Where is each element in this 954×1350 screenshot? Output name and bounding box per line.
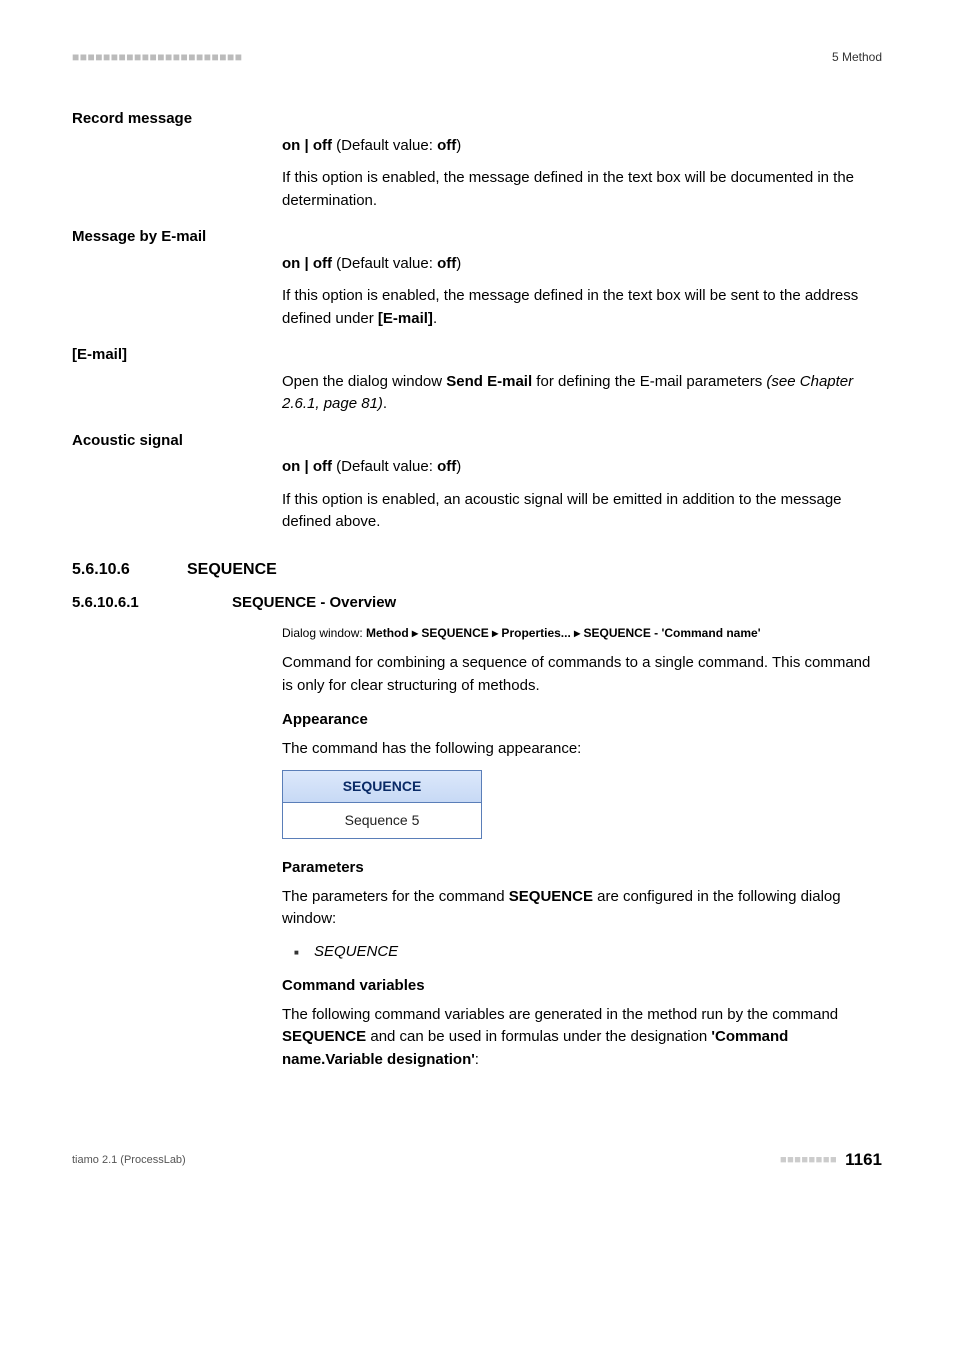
cmd-vars-body-2: and can be used in formulas under the de… [366, 1028, 711, 1045]
message-by-email-suffix: ) [456, 255, 461, 272]
record-message-default: off [437, 137, 456, 154]
dialog-path: Method ▸ SEQUENCE ▸ Properties... ▸ SEQU… [366, 626, 761, 640]
sequence-body: Command for combining a sequence of comm… [282, 652, 882, 697]
record-message-body: If this option is enabled, the message d… [282, 167, 882, 212]
dialog-window-text: Dialog window: Method ▸ SEQUENCE ▸ Prope… [282, 624, 882, 642]
appearance-heading: Appearance [282, 709, 882, 732]
message-by-email-body: If this option is enabled, the message d… [282, 285, 882, 330]
email-body-2: for defining the E-mail parameters [532, 373, 766, 390]
sequence-box-header: SEQUENCE [283, 771, 481, 803]
message-by-email-body-1: If this option is enabled, the message d… [282, 287, 858, 327]
acoustic-onoff: on | off [282, 458, 332, 475]
cmd-vars-bold1: SEQUENCE [282, 1028, 366, 1045]
header-dashes: ■■■■■■■■■■■■■■■■■■■■■■ [72, 48, 242, 66]
email-body-1: Open the dialog window [282, 373, 446, 390]
record-message-mid: (Default value: [332, 137, 437, 154]
email-body: Open the dialog window Send E-mail for d… [282, 371, 882, 416]
parameters-body: The parameters for the command SEQUENCE … [282, 886, 882, 931]
page-header: ■■■■■■■■■■■■■■■■■■■■■■ 5 Method [72, 48, 882, 66]
record-message-onoff: on | off [282, 137, 332, 154]
email-body-3: . [383, 395, 387, 412]
message-by-email-label: Message by E-mail [72, 226, 882, 249]
acoustic-body: If this option is enabled, an acoustic s… [282, 489, 882, 534]
message-by-email-default: off [437, 255, 456, 272]
appearance-body: The command has the following appearance… [282, 738, 882, 761]
parameters-body-1: The parameters for the command [282, 888, 509, 905]
acoustic-label: Acoustic signal [72, 430, 882, 453]
parameters-list: SEQUENCE [282, 941, 882, 964]
section-num: 5.6.10.6 [72, 558, 187, 582]
message-by-email-link: [E-mail] [378, 310, 433, 327]
footer-right: ■■■■■■■■ 1161 [780, 1147, 882, 1173]
acoustic-suffix: ) [456, 458, 461, 475]
parameters-bold: SEQUENCE [509, 888, 593, 905]
section-title: SEQUENCE [187, 558, 277, 582]
acoustic-mid: (Default value: [332, 458, 437, 475]
acoustic-value: on | off (Default value: off) [282, 456, 882, 479]
record-message-value: on | off (Default value: off) [282, 135, 882, 158]
footer-product: tiamo 2.1 (ProcessLab) [72, 1152, 186, 1169]
message-by-email-value: on | off (Default value: off) [282, 253, 882, 276]
email-label: [E-mail] [72, 344, 882, 367]
cmd-vars-body-1: The following command variables are gene… [282, 1006, 838, 1023]
sequence-box-body: Sequence 5 [283, 803, 481, 838]
parameters-bullet: SEQUENCE [300, 941, 882, 964]
cmd-vars-body-3: : [475, 1051, 479, 1068]
section-5-6-10-6: 5.6.10.6 SEQUENCE [72, 558, 882, 582]
email-bold: Send E-mail [446, 373, 532, 390]
record-message-suffix: ) [456, 137, 461, 154]
sequence-box: SEQUENCE Sequence 5 [282, 770, 482, 839]
header-section: 5 Method [832, 48, 882, 66]
message-by-email-mid: (Default value: [332, 255, 437, 272]
message-by-email-onoff: on | off [282, 255, 332, 272]
dialog-prefix: Dialog window: [282, 626, 366, 640]
acoustic-default: off [437, 458, 456, 475]
subsection-title: SEQUENCE - Overview [232, 592, 396, 615]
parameters-heading: Parameters [282, 857, 882, 880]
record-message-label: Record message [72, 108, 882, 131]
page-footer: tiamo 2.1 (ProcessLab) ■■■■■■■■ 1161 [72, 1147, 882, 1173]
command-variables-heading: Command variables [282, 975, 882, 998]
subsection-num: 5.6.10.6.1 [72, 592, 232, 615]
message-by-email-body-2: . [433, 310, 437, 327]
footer-dashes: ■■■■■■■■ [780, 1152, 837, 1169]
command-variables-body: The following command variables are gene… [282, 1004, 882, 1072]
footer-page-number: 1161 [845, 1147, 882, 1173]
section-5-6-10-6-1: 5.6.10.6.1 SEQUENCE - Overview [72, 592, 882, 615]
